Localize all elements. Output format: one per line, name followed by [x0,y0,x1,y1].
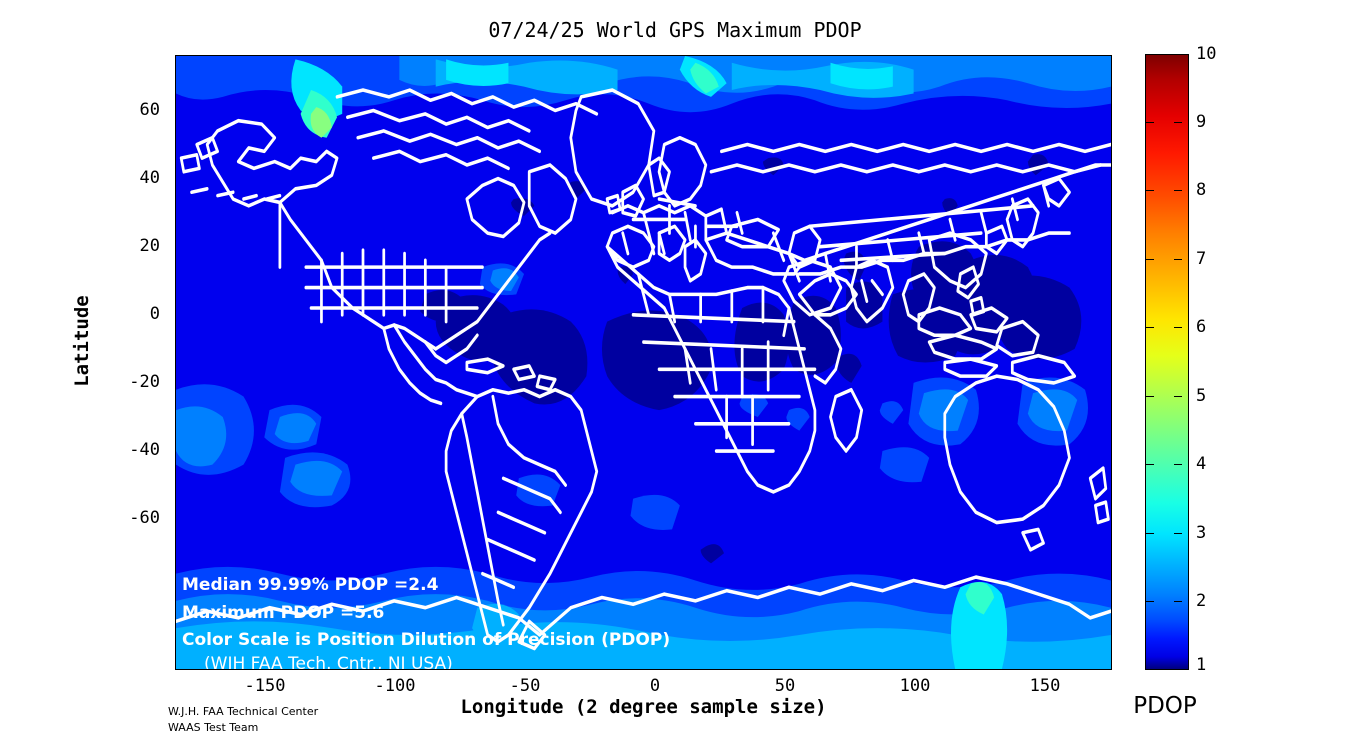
annotation-org: (WJH FAA Tech. Cntr., NJ USA) [204,654,453,670]
world-pdop-map[interactable]: Median 99.99% PDOP =2.4 Maximum PDOP =5.… [175,55,1112,670]
colorbar-tick-6-right [1174,327,1182,328]
map-canvas [176,56,1111,669]
y-tick--60: -60 [129,508,160,528]
colorbar-tick-4-left [1146,464,1154,465]
colorbar-label-10: 10 [1196,44,1217,64]
colorbar-label-9: 9 [1196,112,1207,132]
colorbar-label-5: 5 [1196,386,1207,406]
pdop-band-antarctic [176,566,1111,669]
x-tick--100: -100 [374,676,416,696]
pdop-band-low-navy [420,154,1082,564]
y-tick--20: -20 [129,372,160,392]
x-tick-100: 100 [899,676,931,696]
x-tick-0: 0 [649,676,661,696]
credit-line-2: WAAS Test Team [168,721,259,734]
x-tick-150: 150 [1029,676,1061,696]
annotation-median: Median 99.99% PDOP =2.4 [182,575,439,595]
colorbar-label-7: 7 [1196,249,1207,269]
credit-line-1: W.J.H. FAA Technical Center [168,705,319,718]
colorbar-tick-2-left [1146,601,1154,602]
colorbar-label-6: 6 [1196,317,1207,337]
colorbar-tick-9-right [1174,122,1182,123]
pdop-band-light-blue [176,263,1088,530]
colorbar-label-2: 2 [1196,591,1207,611]
colorbar-title: PDOP [1133,693,1197,719]
colorbar-tick-6-left [1146,327,1154,328]
x-axis-label: Longitude (2 degree sample size) [460,696,827,718]
y-axis-label: Latitude [71,295,93,387]
colorbar-label-3: 3 [1196,523,1207,543]
x-tick--150: -150 [244,676,286,696]
y-tick-40: 40 [139,168,160,188]
y-tick-0: 0 [149,304,160,324]
map-coastlines [176,88,1111,651]
colorbar-label-4: 4 [1196,454,1207,474]
colorbar-tick-3-right [1174,533,1182,534]
pdop-colorbar[interactable] [1145,54,1189,670]
colorbar-tick-5-left [1146,396,1154,397]
y-tick-60: 60 [139,100,160,120]
colorbar-tick-7-right [1174,259,1182,260]
y-tick--40: -40 [129,440,160,460]
colorbar-tick-7-left [1146,259,1154,260]
colorbar-tick-8-left [1146,190,1154,191]
x-tick-50: 50 [774,676,796,696]
colorbar-tick-4-right [1174,464,1182,465]
annotation-scale-note: Color Scale is Position Dilution of Prec… [182,630,671,650]
annotation-maximum: Maximum PDOP =5.6 [182,603,385,623]
colorbar-gradient [1146,55,1188,669]
colorbar-tick-5-right [1174,396,1182,397]
colorbar-label-8: 8 [1196,180,1207,200]
x-tick--50: -50 [509,676,541,696]
colorbar-tick-3-left [1146,533,1154,534]
pdop-band-arctic [176,56,1111,138]
page-title: 07/24/25 World GPS Maximum PDOP [488,18,862,42]
y-tick-20: 20 [139,236,160,256]
colorbar-tick-8-right [1174,190,1182,191]
colorbar-tick-2-right [1174,601,1182,602]
colorbar-label-1: 1 [1196,655,1207,675]
colorbar-tick-9-left [1146,122,1154,123]
